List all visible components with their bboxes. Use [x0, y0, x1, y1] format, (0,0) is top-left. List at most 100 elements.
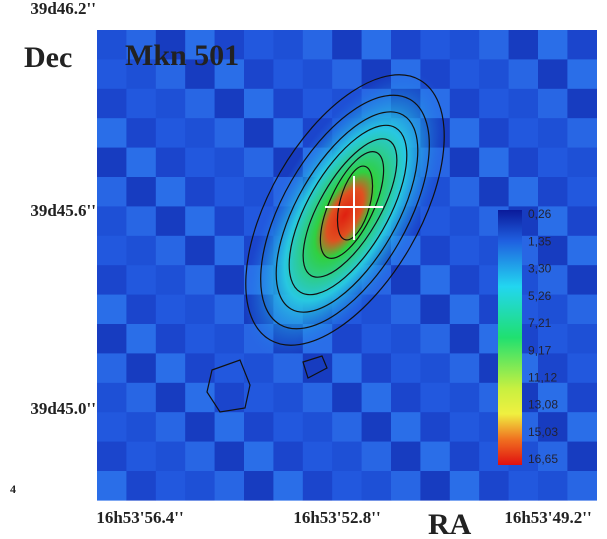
pixel [567, 236, 597, 266]
pixel [567, 265, 597, 295]
pixel [450, 324, 480, 354]
pixel [97, 236, 127, 266]
colorbar-label: 7,21 [528, 316, 552, 330]
pixel [450, 30, 480, 60]
pixel [156, 295, 186, 325]
pixel [420, 383, 450, 413]
pixel [156, 324, 186, 354]
pixel [391, 30, 421, 60]
pixel [567, 177, 597, 207]
pixel [156, 412, 186, 442]
pixel [332, 30, 362, 60]
pixel [450, 89, 480, 119]
pixel [509, 89, 539, 119]
pixel [244, 118, 274, 148]
pixel [450, 236, 480, 266]
colorbar-label: 9,17 [528, 343, 552, 357]
pixel [303, 442, 333, 472]
pixel [97, 295, 127, 325]
pixel [126, 324, 156, 354]
pixel [420, 30, 450, 60]
pixel [332, 412, 362, 442]
y-tick-label: 39d45.0'' [30, 399, 96, 418]
y-tick-label: 39d46.2'' [30, 0, 96, 18]
pixel [126, 118, 156, 148]
pixel [479, 471, 509, 501]
pixel [567, 383, 597, 413]
pixel [126, 471, 156, 501]
pixel [391, 442, 421, 472]
pixel [156, 471, 186, 501]
pixel [420, 353, 450, 383]
pixel [97, 148, 127, 178]
pixel [450, 353, 480, 383]
pixel [244, 30, 274, 60]
pixel [509, 471, 539, 501]
pixel [450, 471, 480, 501]
pixel [450, 177, 480, 207]
figure: Mkn 501 Dec RA 39d46.2'' 39d45.6'' 39d45… [0, 0, 607, 539]
pixel [215, 295, 245, 325]
pixel [273, 30, 303, 60]
pixel [567, 442, 597, 472]
pixel [185, 118, 215, 148]
pixel [97, 265, 127, 295]
colorbar-label: 0,26 [528, 207, 552, 221]
pixel [450, 265, 480, 295]
pixel [185, 471, 215, 501]
pixel [215, 324, 245, 354]
pixel [567, 148, 597, 178]
pixel [126, 383, 156, 413]
pixel [156, 236, 186, 266]
pixel [391, 471, 421, 501]
pixel [185, 295, 215, 325]
pixel [303, 30, 333, 60]
pixel [362, 324, 392, 354]
pixel [185, 442, 215, 472]
pixel [509, 59, 539, 89]
pixel [450, 118, 480, 148]
y-axis-label: Dec [24, 41, 72, 74]
pixel [185, 265, 215, 295]
pixel [567, 206, 597, 236]
pixel [97, 324, 127, 354]
pixel [126, 442, 156, 472]
pixel [126, 206, 156, 236]
colorbar-label: 3,30 [528, 262, 552, 276]
y-tick-label: 39d45.6'' [30, 201, 96, 220]
colorbar-label: 16,65 [528, 452, 558, 466]
pixel [215, 265, 245, 295]
pixel [420, 471, 450, 501]
pixel [450, 383, 480, 413]
title: Mkn 501 [125, 39, 239, 72]
pixel [244, 412, 274, 442]
pixel [97, 206, 127, 236]
pixel [156, 118, 186, 148]
pixel [567, 412, 597, 442]
pixel [215, 442, 245, 472]
pixel [567, 324, 597, 354]
pixel [244, 59, 274, 89]
pixel [273, 59, 303, 89]
pixel [215, 236, 245, 266]
pixel [215, 118, 245, 148]
pixel [303, 383, 333, 413]
pixel [567, 30, 597, 60]
pixel [244, 383, 274, 413]
pixel [420, 412, 450, 442]
pixel [215, 353, 245, 383]
flux-map-figure: Mkn 501 Dec RA 39d46.2'' 39d45.6'' 39d45… [0, 0, 607, 539]
pixel [156, 177, 186, 207]
pixel [332, 383, 362, 413]
pixel [479, 30, 509, 60]
pixel [273, 471, 303, 501]
pixel [567, 118, 597, 148]
pixel [479, 177, 509, 207]
pixel [567, 89, 597, 119]
x-tick-label: 16h53'56.4'' [96, 508, 183, 527]
pixel [273, 353, 303, 383]
pixel [362, 383, 392, 413]
pixel [332, 353, 362, 383]
pixel [273, 383, 303, 413]
pixel [97, 412, 127, 442]
